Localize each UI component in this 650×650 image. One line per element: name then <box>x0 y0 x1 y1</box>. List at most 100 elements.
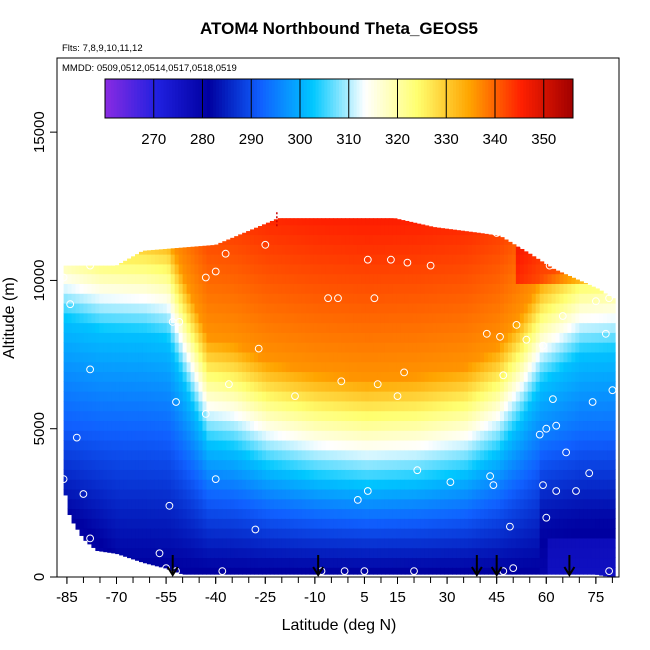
heatmap-cell <box>587 351 592 363</box>
heatmap-cell <box>79 488 85 500</box>
heatmap-cell <box>365 381 370 392</box>
heatmap-cell <box>261 322 267 333</box>
heatmap-cell <box>142 557 148 564</box>
colorbar-segment <box>233 79 238 118</box>
heatmap-cell <box>611 567 616 578</box>
heatmap-cell <box>277 459 283 470</box>
heatmap-cell <box>242 263 247 275</box>
heatmap-cell <box>380 547 386 559</box>
heatmap-cell <box>428 302 434 314</box>
heatmap-cell <box>432 322 438 333</box>
heatmap-cell <box>119 263 124 275</box>
heatmap-cell <box>388 488 394 500</box>
heatmap-cell <box>472 381 477 392</box>
heatmap-cell <box>400 459 406 470</box>
heatmap-cell <box>460 537 465 549</box>
heatmap-cell <box>111 439 116 451</box>
heatmap-cell <box>503 381 509 392</box>
heatmap-cell <box>603 449 608 461</box>
observation-point <box>324 294 333 303</box>
heatmap-cell <box>230 391 235 402</box>
heatmap-cell <box>349 479 354 490</box>
heatmap-cell <box>492 332 497 343</box>
heatmap-cell <box>488 342 493 353</box>
heatmap-cell <box>325 342 331 353</box>
observation-points <box>59 229 617 575</box>
heatmap-cell <box>198 254 204 265</box>
heatmap-cell <box>87 342 92 353</box>
heatmap-cell <box>484 244 489 255</box>
heatmap-cell <box>277 528 283 539</box>
heatmap-cell <box>519 488 525 500</box>
heatmap-cell <box>531 293 537 304</box>
heatmap-cell <box>115 420 120 431</box>
heatmap-cell <box>265 254 271 265</box>
heatmap-cell <box>127 361 132 373</box>
heatmap-cell <box>182 391 188 402</box>
heatmap-cell <box>313 528 319 539</box>
heatmap-cell <box>515 312 521 324</box>
heatmap-cell <box>464 244 469 255</box>
heatmap-cell <box>325 244 331 255</box>
heatmap-cell <box>444 283 450 294</box>
heatmap-cell <box>127 410 132 422</box>
heatmap-cell <box>468 469 473 480</box>
heatmap-cell <box>269 439 275 451</box>
heatmap-cell <box>226 391 231 402</box>
heatmap-cell <box>448 479 453 490</box>
heatmap-cell <box>317 342 323 353</box>
heatmap-cell <box>499 547 505 559</box>
heatmap-cell <box>396 459 402 470</box>
heatmap-cell <box>535 302 541 314</box>
heatmap-cell <box>547 322 553 333</box>
observation-point <box>545 261 554 270</box>
heatmap-cell <box>194 410 200 422</box>
heatmap-cell <box>210 469 215 480</box>
heatmap-cell <box>95 265 100 275</box>
heatmap-cell <box>579 293 584 304</box>
heatmap-cell <box>412 273 418 284</box>
heatmap-cell <box>182 479 188 490</box>
heatmap-cell <box>246 263 251 275</box>
heatmap-cell <box>607 302 612 314</box>
heatmap-cell <box>293 508 299 519</box>
heatmap-cell <box>444 459 450 470</box>
heatmap-cell <box>301 381 307 392</box>
observation-point <box>509 564 518 572</box>
heatmap-cell <box>111 332 116 343</box>
heatmap-cell <box>178 518 184 529</box>
heatmap-cell <box>499 469 505 480</box>
heatmap-cell <box>206 567 211 575</box>
heatmap-cell <box>138 449 144 461</box>
heatmap-cell <box>503 479 509 490</box>
heatmap-cell <box>178 361 184 373</box>
colorbar-segment <box>379 79 384 118</box>
heatmap-cell <box>380 218 386 226</box>
heatmap-cell <box>496 410 501 422</box>
heatmap-cell <box>361 528 366 539</box>
heatmap-cell <box>150 371 156 382</box>
heatmap-cell <box>527 332 533 343</box>
heatmap-cell <box>210 528 215 539</box>
heatmap-cell <box>488 273 493 284</box>
heatmap-cell <box>456 439 461 451</box>
colorbar-segment <box>508 79 513 118</box>
heatmap-cell <box>392 420 398 431</box>
heatmap-cell <box>158 479 164 490</box>
heatmap-cell <box>111 302 116 314</box>
heatmap-cell <box>388 469 394 480</box>
heatmap-cell <box>416 342 422 353</box>
heatmap-cell <box>214 420 219 431</box>
heatmap-cell <box>341 410 346 422</box>
colorbar-segment <box>154 79 159 118</box>
heatmap-cell <box>281 567 287 575</box>
heatmap-cell <box>595 439 600 451</box>
heatmap-cell <box>476 508 481 519</box>
heatmap-cell <box>488 361 493 373</box>
heatmap-cell <box>535 410 541 422</box>
heatmap-cell <box>142 332 148 343</box>
heatmap-cell <box>206 391 211 402</box>
heatmap-cell <box>373 351 378 363</box>
heatmap-cell <box>254 400 259 412</box>
colorbar-segment <box>339 79 343 118</box>
